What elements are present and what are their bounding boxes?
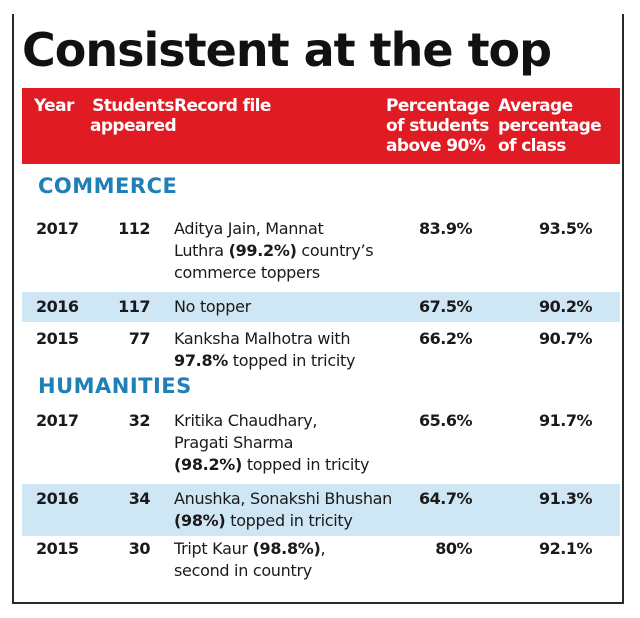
table-header: Year Students appeared Record file Perce… bbox=[22, 88, 620, 164]
cell-year: 2017 bbox=[36, 219, 79, 238]
header-students: Students appeared bbox=[88, 96, 178, 136]
cell-record: No topper bbox=[174, 296, 394, 318]
top-strip bbox=[12, 0, 624, 14]
header-percentage-line1: Percentage bbox=[386, 96, 490, 116]
header-average: Average percentage of class bbox=[498, 96, 602, 156]
header-year: Year bbox=[34, 96, 74, 116]
cell-percentage-above-90: 83.9% bbox=[418, 219, 473, 238]
cell-students: 77 bbox=[128, 329, 151, 348]
record-line: 97.8% topped in tricity bbox=[174, 350, 394, 372]
cell-year: 2015 bbox=[36, 329, 79, 348]
record-text: Kanksha Malhotra with bbox=[174, 329, 351, 348]
page-title: Consistent at the top bbox=[22, 23, 552, 77]
cell-year: 2015 bbox=[36, 539, 79, 558]
record-percent: (98%) bbox=[174, 511, 226, 530]
header-percentage-line3: above 90% bbox=[386, 136, 486, 156]
record-line: Kritika Chaudhary, bbox=[174, 410, 394, 432]
record-percent: (99.2%) bbox=[228, 241, 297, 260]
record-text: Luthra bbox=[174, 241, 229, 260]
record-text: topped in tricity bbox=[228, 351, 356, 370]
cell-students: 117 bbox=[118, 297, 150, 316]
record-line: (98%) topped in tricity bbox=[174, 510, 394, 532]
cell-record: Tript Kaur (98.8%), second in country bbox=[174, 538, 394, 582]
table-row: 2016 34 Anushka, Sonakshi Bhushan (98%) top… bbox=[22, 484, 620, 536]
cell-average-percentage: 90.7% bbox=[538, 329, 593, 348]
header-record: Record file bbox=[174, 96, 271, 116]
header-percentage: Percentage of students above 90% bbox=[386, 96, 490, 156]
header-average-line2: percentage bbox=[498, 116, 602, 136]
record-line: Pragati Sharma bbox=[174, 432, 394, 454]
record-text: No topper bbox=[174, 297, 251, 316]
record-line: No topper bbox=[174, 296, 394, 318]
cell-record: Anushka, Sonakshi Bhushan (98%) topped in… bbox=[174, 488, 394, 532]
table-row: 2017 112 Aditya Jain, Mannat Luthra (99.2%)… bbox=[22, 214, 620, 288]
cell-students: 112 bbox=[118, 219, 150, 238]
record-text: Kritika Chaudhary, bbox=[174, 411, 318, 430]
section-heading-commerce: COMMERCE bbox=[38, 174, 178, 198]
record-line: second in country bbox=[174, 560, 394, 582]
header-percentage-line2: of students bbox=[386, 116, 489, 136]
cell-percentage-above-90: 67.5% bbox=[418, 297, 473, 316]
header-students-line2: appeared bbox=[89, 116, 177, 136]
cell-students: 34 bbox=[128, 489, 151, 508]
header-average-line3: of class bbox=[498, 136, 566, 156]
record-line: Anushka, Sonakshi Bhushan bbox=[174, 488, 394, 510]
record-text: , bbox=[320, 539, 326, 558]
cell-record: Kanksha Malhotra with 97.8% topped in tri… bbox=[174, 328, 394, 372]
record-text: Tript Kaur bbox=[174, 539, 253, 558]
cell-average-percentage: 91.7% bbox=[538, 411, 593, 430]
cell-record: Kritika Chaudhary, Pragati Sharma (98.2%) … bbox=[174, 410, 394, 476]
cell-percentage-above-90: 80% bbox=[435, 539, 472, 558]
cell-record: Aditya Jain, Mannat Luthra (99.2%) countr… bbox=[174, 218, 394, 284]
record-line: Aditya Jain, Mannat bbox=[174, 218, 394, 240]
record-line: commerce toppers bbox=[174, 262, 394, 284]
cell-students: 32 bbox=[128, 411, 151, 430]
record-text: topped in tricity bbox=[225, 511, 353, 530]
record-text: Pragati Sharma bbox=[174, 433, 294, 452]
section-heading-humanities: HUMANITIES bbox=[38, 374, 192, 398]
record-text: country’s bbox=[296, 241, 374, 260]
cell-percentage-above-90: 64.7% bbox=[418, 489, 473, 508]
record-percent: 97.8% bbox=[174, 351, 229, 370]
cell-percentage-above-90: 66.2% bbox=[418, 329, 473, 348]
record-text: Anushka, Sonakshi Bhushan bbox=[174, 489, 393, 508]
cell-average-percentage: 92.1% bbox=[538, 539, 593, 558]
cell-students: 30 bbox=[128, 539, 151, 558]
header-students-line1: Students bbox=[92, 96, 174, 116]
cell-average-percentage: 91.3% bbox=[538, 489, 593, 508]
record-percent: (98.8%) bbox=[252, 539, 321, 558]
table-row: 2016 117 No topper 67.5% 90.2% bbox=[22, 292, 620, 322]
record-percent: (98.2%) bbox=[174, 455, 243, 474]
record-text: Aditya Jain, Mannat bbox=[174, 219, 324, 238]
table-row: 2015 77 Kanksha Malhotra with 97.8% topped … bbox=[22, 324, 620, 376]
cell-percentage-above-90: 65.6% bbox=[418, 411, 473, 430]
cell-year: 2017 bbox=[36, 411, 79, 430]
cell-year: 2016 bbox=[36, 297, 79, 316]
cell-average-percentage: 90.2% bbox=[538, 297, 593, 316]
record-text: commerce toppers bbox=[174, 263, 320, 282]
record-line: Tript Kaur (98.8%), bbox=[174, 538, 394, 560]
record-line: Luthra (99.2%) country’s bbox=[174, 240, 394, 262]
record-line: (98.2%) topped in tricity bbox=[174, 454, 394, 476]
cell-year: 2016 bbox=[36, 489, 79, 508]
table-row: 2017 32 Kritika Chaudhary, Pragati Sharma (9… bbox=[22, 406, 620, 480]
record-line: Kanksha Malhotra with bbox=[174, 328, 394, 350]
record-text: second in country bbox=[174, 561, 312, 580]
cell-average-percentage: 93.5% bbox=[538, 219, 593, 238]
table-row: 2015 30 Tript Kaur (98.8%), second in count… bbox=[22, 534, 620, 586]
record-text: topped in tricity bbox=[242, 455, 370, 474]
header-average-line1: Average bbox=[498, 96, 573, 116]
